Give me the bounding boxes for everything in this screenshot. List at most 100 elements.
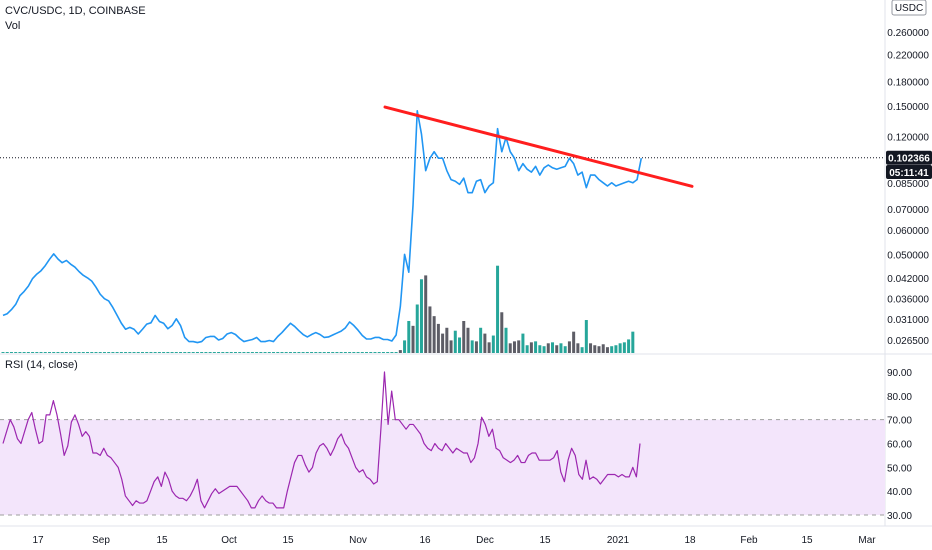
time-tick-label: Oct: [221, 535, 237, 546]
volume-bar: [18, 352, 22, 353]
time-tick-label: 17: [32, 535, 44, 546]
volume-bar: [233, 352, 237, 353]
volume-legend-label[interactable]: Vol: [5, 20, 21, 32]
volume-bar: [238, 352, 242, 353]
volume-bar: [529, 342, 533, 353]
volume-bar: [69, 352, 73, 353]
volume-bar: [373, 352, 377, 353]
symbol-title[interactable]: CVC/USDC, 1D, COINBASE: [5, 5, 146, 17]
volume-bar: [466, 327, 470, 353]
volume-bar: [403, 340, 407, 353]
volume-bar: [352, 352, 356, 353]
time-axis[interactable]: 17 Sep 15 Oct 15 Nov 16 Dec 15 2021 18 Feb 15 Mar: [32, 535, 876, 546]
volume-bar: [293, 352, 297, 353]
volume-bar: [284, 352, 288, 353]
price-axis[interactable]: 0.260000 0.220000 0.180000 0.150000 0.120000…: [887, 28, 929, 347]
volume-bar: [483, 333, 487, 353]
volume-bar: [555, 345, 559, 353]
volume-bar: [229, 352, 233, 353]
trendline-line: [383, 105, 694, 188]
volume-bar: [200, 352, 204, 353]
volume-bar: [343, 352, 347, 353]
rsi-tick-label: 60.00: [887, 440, 912, 451]
price-tick-label: 0.085000: [887, 179, 929, 190]
volume-bar: [356, 352, 360, 353]
currency-badge[interactable]: USDC: [891, 0, 927, 16]
price-tick-label: 0.060000: [887, 226, 929, 237]
volume-bar: [559, 343, 563, 353]
volume-bar: [335, 352, 339, 353]
volume-bar: [132, 352, 136, 353]
volume-bar: [250, 352, 254, 353]
volume-bar: [149, 352, 153, 353]
time-tick-label: Nov: [349, 535, 367, 546]
last-price-value: 0.102366: [888, 154, 930, 165]
volume-bar: [542, 346, 546, 353]
volume-bar: [174, 352, 178, 353]
volume-bar: [538, 345, 542, 353]
volume-bar: [267, 352, 271, 353]
volume-bar: [124, 352, 128, 353]
volume-bar: [90, 352, 94, 353]
countdown-badge-bg: [886, 165, 932, 179]
volume-bar: [145, 352, 149, 353]
volume-bar: [153, 352, 157, 353]
volume-bar: [221, 352, 225, 353]
volume-bar: [567, 341, 571, 353]
volume-bar: [52, 352, 56, 353]
volume-bar: [276, 352, 280, 353]
rsi-legend-label[interactable]: RSI (14, close): [5, 359, 78, 371]
volume-bar: [26, 352, 30, 353]
price-tick-label: 0.180000: [887, 78, 929, 89]
volume-bar: [453, 330, 457, 353]
last-price-badge: 0.102366 05:11:41: [886, 150, 932, 179]
volume-bar: [136, 352, 140, 353]
volume-bar: [589, 343, 593, 353]
volume-bar: [246, 352, 250, 353]
volume-bar: [119, 352, 123, 353]
volume-bar: [496, 265, 500, 353]
volume-bar: [479, 327, 483, 353]
volume-bar: [81, 352, 85, 353]
volume-bar: [618, 343, 622, 353]
volume-bar: [326, 352, 330, 353]
price-tick-label: 0.036000: [887, 295, 929, 306]
rsi-tick-label: 90.00: [887, 368, 912, 379]
volume-bar: [73, 352, 77, 353]
volume-bar: [102, 352, 106, 353]
volume-bar: [107, 352, 111, 353]
volume-bar: [98, 352, 102, 353]
volume-bar: [322, 352, 326, 353]
volume-bar: [183, 352, 187, 353]
rsi-axis[interactable]: 90.00 80.00 70.00 60.00 50.00 40.00 30.00: [887, 368, 912, 522]
volume-bar: [64, 352, 68, 353]
volume-bar: [546, 343, 550, 353]
volume-bar: [187, 352, 191, 353]
rsi-band: [0, 419, 885, 515]
volume-bar: [288, 352, 292, 353]
price-tick-label: 0.120000: [887, 132, 929, 143]
volume-bar: [445, 327, 449, 353]
volume-bar: [43, 352, 47, 353]
volume-bar: [631, 331, 635, 353]
volume-bar: [580, 347, 584, 353]
price-tick-label: 0.050000: [887, 250, 929, 261]
volume-bar: [94, 352, 98, 353]
volume-bar: [272, 352, 276, 353]
volume-bar: [191, 352, 195, 353]
volume-bar: [436, 323, 440, 353]
volume-bar: [301, 352, 305, 353]
volume-bar: [381, 352, 385, 353]
trendline: [383, 105, 694, 188]
volume-bar: [441, 333, 445, 353]
price-tick-label: 0.042000: [887, 274, 929, 285]
time-tick-label: 15: [282, 535, 294, 546]
time-tick-label: 15: [156, 535, 168, 546]
volume-bar: [170, 352, 174, 353]
volume-bar: [610, 346, 614, 353]
volume-bar: [605, 347, 609, 353]
volume-bar: [310, 352, 314, 353]
rsi-series: [2, 371, 641, 509]
volume-bar: [563, 346, 567, 353]
